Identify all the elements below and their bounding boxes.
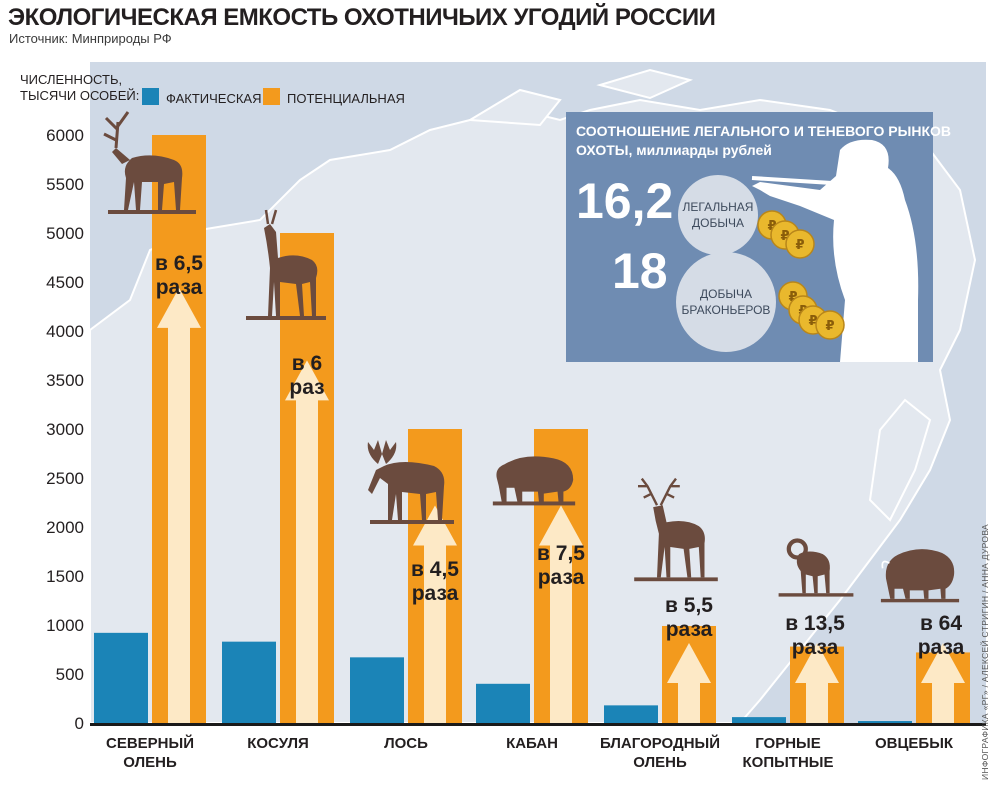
y-axis-title-line1: ЧИСЛЕННОСТЬ, (20, 72, 122, 87)
y-tick-label: 5500 (46, 175, 84, 194)
x-axis-baseline (90, 723, 986, 726)
category-label: ГОРНЫЕ (755, 735, 821, 752)
y-tick-label: 2000 (46, 518, 84, 537)
inset-value: 18 (612, 243, 668, 299)
svg-text:₽: ₽ (808, 313, 817, 328)
category-label: ЛОСЬ (384, 735, 428, 752)
inset-label: БРАКОНЬЕРОВ (682, 303, 771, 317)
roe-deer-icon (246, 209, 326, 320)
ratio-label: в 4,5 (411, 558, 459, 581)
y-tick-label: 1500 (46, 567, 84, 586)
y-tick-label: 4000 (46, 322, 84, 341)
y-axis-title-line2: ТЫСЯЧИ ОСОБЕЙ: (20, 88, 139, 103)
growth-arrow (539, 505, 583, 723)
arctic-islands (466, 68, 694, 127)
page-title: ЭКОЛОГИЧЕСКАЯ ЕМКОСТЬ ОХОТНИЧЬИХ УГОДИЙ … (8, 4, 716, 31)
ratio-label: в 6,5 (155, 252, 203, 275)
credit-note: ИНФОГРАФИКА «РГ» / АЛЕКСЕЙ СТРИГИН / АНН… (980, 524, 990, 780)
y-tick-label: 2500 (46, 469, 84, 488)
growth-arrow (285, 360, 329, 723)
reindeer-icon (103, 111, 196, 214)
legend: ЧИСЛЕННОСТЬ,ТЫСЯЧИ ОСОБЕЙ: ФАКТИЧЕСКАЯ ПОТ… (20, 72, 405, 106)
growth-arrow (413, 505, 457, 723)
coin-icon (815, 310, 845, 340)
svg-text:₽: ₽ (825, 318, 834, 333)
red-deer-icon (634, 477, 718, 582)
category-label: ОЛЕНЬ (123, 754, 177, 771)
growth-arrow (921, 643, 965, 723)
y-tick-label: 4500 (46, 273, 84, 292)
inset-label: ДОБЫЧА (692, 216, 744, 230)
inset-circle (678, 175, 758, 255)
y-tick-label: 6000 (46, 126, 84, 145)
y-tick-label: 1000 (46, 616, 84, 635)
growth-arrow (667, 643, 711, 723)
ratio-label: раза (412, 582, 459, 605)
hunter-icon (751, 139, 919, 362)
bar-actual (94, 632, 148, 723)
svg-text:₽: ₽ (767, 218, 776, 233)
legend-swatch-actual (142, 88, 159, 105)
category-label: ОВЦЕБЫК (875, 735, 954, 752)
legend-swatch-potential (263, 88, 280, 105)
ratio-label: в 7,5 (537, 542, 585, 565)
growth-arrow (157, 287, 201, 723)
ratio-label: раза (918, 636, 965, 659)
y-tick-label: 3000 (46, 420, 84, 439)
inset-circle (676, 252, 776, 352)
ratio-label: в 6 (292, 352, 322, 375)
ratio-label: раза (792, 636, 839, 659)
y-tick-label: 500 (56, 665, 84, 684)
svg-text:₽: ₽ (788, 289, 797, 304)
ratio-label: раз (289, 376, 324, 399)
bar-actual (732, 717, 786, 723)
inset-value: 16,2 (576, 173, 673, 229)
category-label: СЕВЕРНЫЙ (106, 734, 194, 752)
y-tick-label: 3500 (46, 371, 84, 390)
moose-icon (367, 440, 454, 524)
ratio-label: раза (666, 618, 713, 641)
svg-text:₽: ₽ (780, 228, 789, 243)
legend-label-actual: ФАКТИЧЕСКАЯ (166, 91, 261, 106)
bar-actual (350, 657, 404, 723)
growth-arrow (795, 643, 839, 723)
source-note: Источник: Минприроды РФ (9, 31, 172, 46)
y-tick-label: 0 (75, 714, 84, 733)
kamchatka (868, 398, 932, 522)
category-label: КОПЫТНЫЕ (743, 754, 834, 771)
market-inset: СООТНОШЕНИЕ ЛЕГАЛЬНОГО И ТЕНЕВОГО РЫНКОВ… (566, 112, 951, 362)
category-label: БЛАГОРОДНЫЙ (600, 734, 720, 752)
category-label: КАБАН (506, 735, 558, 752)
mountain-goat-icon (778, 538, 854, 597)
category-label: КОСУЛЯ (247, 735, 309, 752)
coin-icon (785, 229, 815, 259)
inset-label: ЛЕГАЛЬНАЯ (683, 200, 754, 214)
ratio-label: в 13,5 (785, 612, 845, 635)
svg-text:₽: ₽ (795, 237, 804, 252)
legend-label-potential: ПОТЕНЦИАЛЬНАЯ (287, 91, 405, 106)
y-axis: 0 500 1000 1500 2000 2500 3000 3500 4000 4500 5000… (46, 126, 84, 733)
ratio-label: в 5,5 (665, 594, 713, 617)
inset-title-line2: ОХОТЫ, миллиарды рублей (576, 142, 772, 158)
bar-actual (222, 641, 276, 723)
y-tick-label: 5000 (46, 224, 84, 243)
bar-actual (476, 683, 530, 723)
musk-ox-icon (880, 549, 960, 603)
inset-label: ДОБЫЧА (700, 287, 752, 301)
inset-title-line1: СООТНОШЕНИЕ ЛЕГАЛЬНОГО И ТЕНЕВОГО РЫНКОВ (576, 123, 951, 139)
ratio-label: раза (156, 276, 203, 299)
ratio-label: раза (538, 566, 585, 589)
bar-actual (858, 721, 912, 723)
bar-actual (604, 705, 658, 723)
boar-icon (492, 456, 576, 506)
category-label: ОЛЕНЬ (633, 754, 687, 771)
ratio-label: в 64 (920, 612, 962, 635)
